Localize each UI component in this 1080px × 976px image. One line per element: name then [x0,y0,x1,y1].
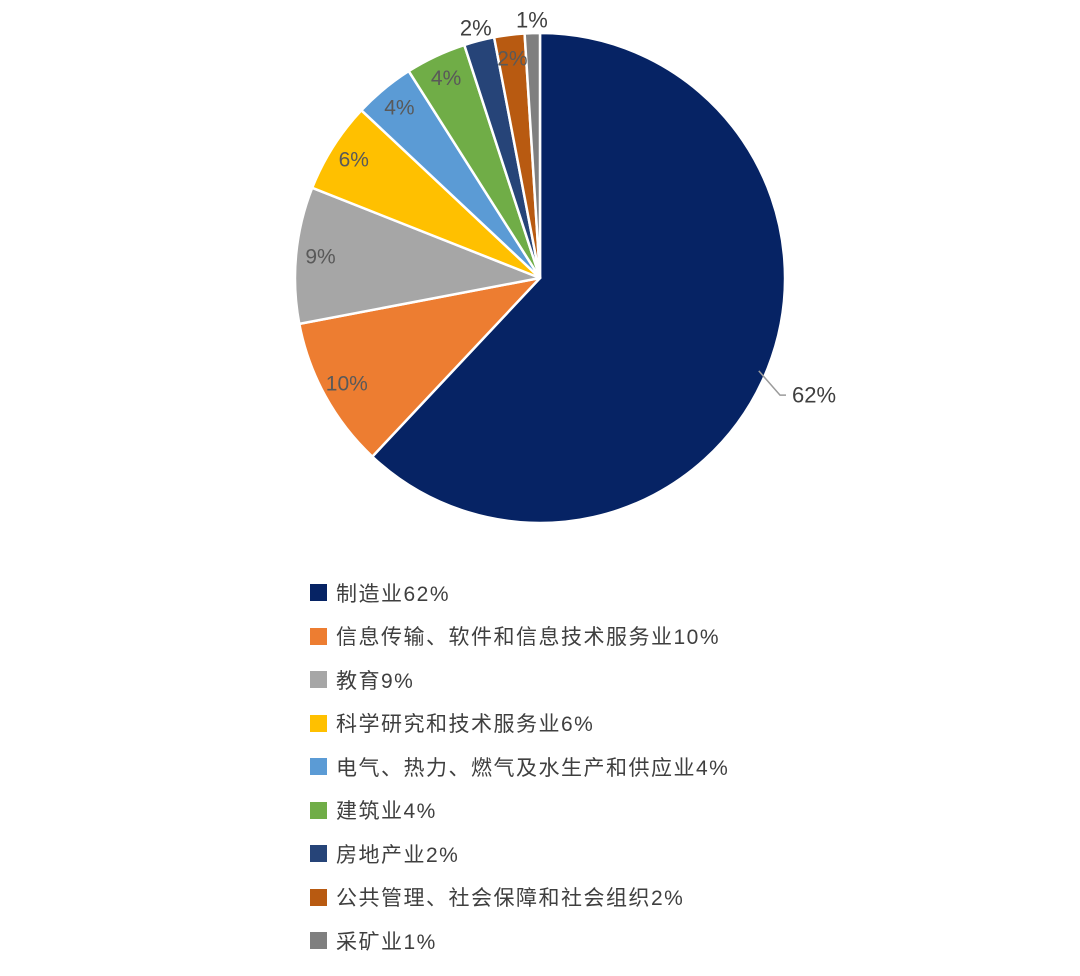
pie-label-7: 2% [460,16,492,41]
pie-slice-1 [371,31,787,525]
legend-swatch-icon [310,758,327,776]
legend-item: 制造业62% [310,571,729,615]
legend-item: 科学研究和技术服务业6% [310,702,729,746]
pie-label-3: 9% [305,246,335,269]
legend-swatch-icon [310,801,327,819]
pie-label-1: 62% [792,383,836,408]
legend-label: 信息传输、软件和信息技术服务业10% [336,626,721,650]
legend-label: 教育9% [336,669,415,693]
legend-item: 房地产业2% [310,832,729,876]
legend-label: 公共管理、社会保障和社会组织2% [336,887,685,911]
legend-label: 建筑业4% [336,800,437,824]
legend-swatch-icon [310,888,327,906]
legend-swatch-icon [310,671,327,689]
legend-swatch-icon [310,714,327,732]
legend: 制造业62% 信息传输、软件和信息技术服务业10% 教育9% 科学研究和技术服务业6%… [310,571,729,963]
legend-swatch-icon [310,932,327,950]
pie-label-2: 10% [326,373,368,396]
legend-label: 科学研究和技术服务业6% [336,713,595,737]
pie-slice-3 [293,186,542,326]
legend-swatch-icon [310,627,327,645]
pie-label-8: 2% [497,48,527,71]
label-leader-line [758,370,786,396]
pie-slice-2 [298,276,542,458]
pie-label-6: 4% [431,67,461,90]
legend-label: 采矿业1% [336,930,437,954]
pie-label-4: 6% [339,148,369,171]
legend-swatch-icon [310,845,327,863]
legend-label: 制造业62% [336,582,451,606]
legend-label: 电气、热力、燃气及水生产和供应业4% [336,756,730,780]
pie-chart: 62% 10% 9% 6% 4% 4% 2%2% 1% [293,8,836,525]
pie-slice-9 [523,31,542,280]
legend-swatch-icon [310,584,327,602]
legend-label: 房地产业2% [336,843,460,867]
pie-label-9: 1% [516,8,548,33]
legend-item: 信息传输、软件和信息技术服务业10% [310,615,729,659]
legend-item: 教育9% [310,658,729,702]
legend-item: 公共管理、社会保障和社会组织2% [310,876,729,920]
legend-item: 电气、热力、燃气及水生产和供应业4% [310,745,729,789]
pie-label-5: 4% [384,97,414,120]
legend-item: 采矿业1% [310,919,729,963]
legend-item: 建筑业4% [310,789,729,833]
